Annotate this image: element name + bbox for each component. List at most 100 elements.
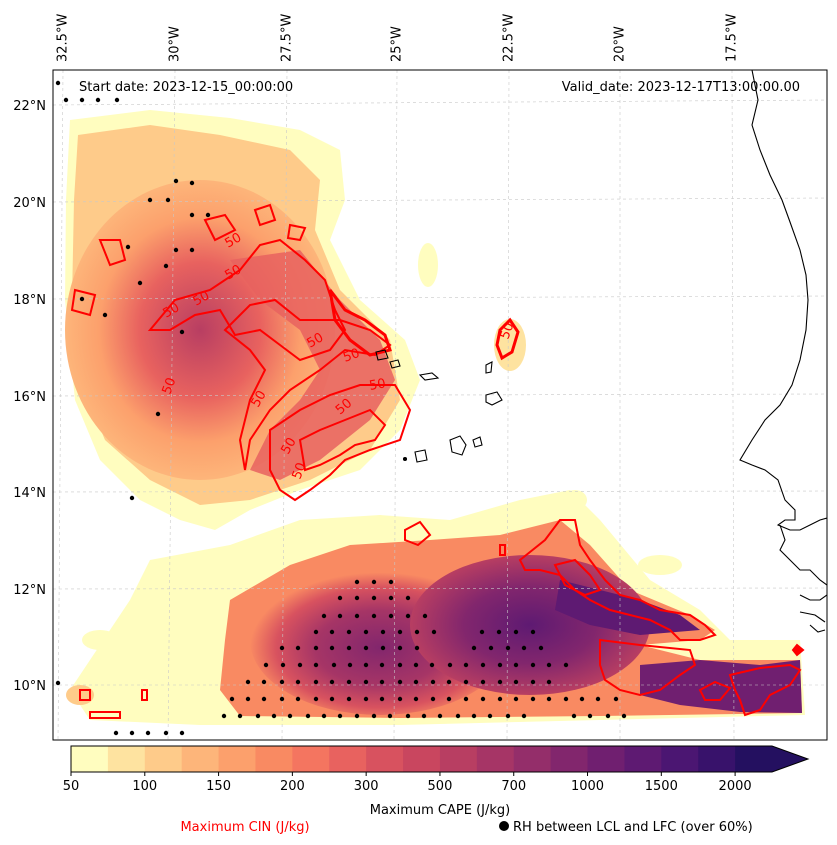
- rh-dot: [363, 629, 369, 635]
- longitude-labels: 32.5°W 30°W 27.5°W 25°W 22.5°W 20°W 17.5°W: [56, 14, 740, 62]
- rh-dot: [331, 662, 337, 668]
- rh-dot: [125, 244, 131, 250]
- cape-colorbar: 50 100 150 200 300 500 700 1000 1500 2000: [63, 745, 810, 794]
- colorbar-segment: [181, 746, 220, 772]
- colorbar-tick-label: 1500: [645, 779, 678, 794]
- rh-dot: [155, 411, 161, 417]
- rh-dot: [165, 197, 171, 203]
- cape-verde-island: [485, 391, 503, 406]
- rh-dot: [431, 629, 437, 635]
- rh-dot: [571, 713, 577, 719]
- colorbar-tick-label: 500: [428, 779, 453, 794]
- rh-dot: [413, 696, 419, 702]
- rh-dot: [346, 679, 352, 685]
- rh-dot: [229, 696, 235, 702]
- rh-dot: [405, 713, 411, 719]
- rh-dot: [337, 713, 343, 719]
- rh-legend-marker: [499, 821, 509, 831]
- cin-contour-label: 50: [341, 346, 362, 366]
- rh-dot: [329, 679, 335, 685]
- rh-dot: [245, 679, 251, 685]
- rh-dot: [237, 713, 243, 719]
- cin-contour-label: 50: [368, 376, 387, 394]
- rh-dot: [480, 662, 486, 668]
- rh-dot: [405, 595, 411, 601]
- colorbar-segment: [218, 746, 257, 772]
- cin-contour-line: [79, 689, 91, 701]
- colorbar-segment: [71, 746, 109, 772]
- rh-dot: [530, 679, 536, 685]
- rh-dot: [563, 696, 569, 702]
- rh-dot: [321, 613, 327, 619]
- colorbar-outline: [70, 745, 810, 773]
- rh-dot: [480, 696, 486, 702]
- rh-dot: [329, 629, 335, 635]
- rh-dot: [446, 696, 452, 702]
- rh-dot: [513, 696, 519, 702]
- colorbar-tick-label: 150: [206, 779, 231, 794]
- cin-contour-labels: 50 50 50 50 50 50 50 50 50 50 50 50 50: [160, 230, 518, 481]
- rh-dot: [496, 629, 502, 635]
- rh-dot: [261, 679, 267, 685]
- rh-dot: [471, 645, 477, 651]
- rh-dot: [354, 713, 360, 719]
- cape-patch: [82, 630, 118, 650]
- longitude-label: 30°W: [168, 26, 183, 62]
- cape-verde-island: [389, 359, 401, 369]
- colorbar-segment: [255, 746, 293, 772]
- rh-dot: [605, 713, 611, 719]
- rh-dot: [513, 662, 519, 668]
- cape-verde-island: [472, 436, 483, 448]
- rh-dot: [497, 696, 503, 702]
- rh-dot: [279, 696, 285, 702]
- rh-dot: [447, 662, 453, 668]
- rh-dot: [313, 679, 319, 685]
- rh-dot: [505, 713, 511, 719]
- rh-dot: [287, 713, 293, 719]
- colorbar-segment: [587, 746, 626, 772]
- rh-dot: [163, 730, 169, 736]
- rh-dot: [79, 296, 85, 302]
- rh-dot: [388, 595, 394, 601]
- rh-dot: [430, 679, 436, 685]
- rh-dot: [497, 662, 503, 668]
- rh-dot: [380, 629, 386, 635]
- longitude-label: 20°W: [613, 26, 628, 62]
- rh-dot: [147, 197, 153, 203]
- cape-verde-island: [375, 349, 389, 361]
- colorbar-tick-label: 700: [501, 779, 526, 794]
- latitude-labels: 22°N 20°N 18°N 16°N 14°N 12°N 10°N: [13, 99, 46, 694]
- cin-contour-label: 50: [160, 376, 180, 397]
- rh-dot: [363, 679, 369, 685]
- cin-contour-line: [98, 239, 127, 267]
- africa-coastline: [799, 594, 827, 633]
- latitude-label: 16°N: [13, 390, 46, 405]
- rh-dot: [397, 696, 403, 702]
- cape-verde-island: [402, 456, 408, 462]
- rh-dot: [397, 679, 403, 685]
- cin-contour-line: [495, 317, 520, 361]
- colorbar-tick-label: 300: [354, 779, 379, 794]
- rh-dot: [530, 629, 536, 635]
- rh-dot: [414, 645, 420, 651]
- rh-dot: [613, 696, 619, 702]
- rh-dot: [295, 696, 301, 702]
- rh-dot: [346, 629, 352, 635]
- rh-dot: [173, 247, 179, 253]
- cape-verde-island: [414, 449, 428, 463]
- rh-dot: [479, 629, 485, 635]
- colorbar-segment: [550, 746, 589, 772]
- colorbar-segment: [107, 746, 146, 772]
- rh-dot: [321, 713, 327, 719]
- rh-dot: [437, 713, 443, 719]
- rh-dot: [563, 662, 569, 668]
- rh-dot: [397, 645, 403, 651]
- rh-dot: [163, 263, 169, 269]
- rh-dot: [95, 97, 101, 103]
- rh-dot: [421, 713, 427, 719]
- rh-dot: [354, 595, 360, 601]
- colorbar-segment: [513, 746, 552, 772]
- rh-dot: [371, 613, 377, 619]
- colorbar-segment: [661, 746, 699, 772]
- rh-dot: [587, 713, 593, 719]
